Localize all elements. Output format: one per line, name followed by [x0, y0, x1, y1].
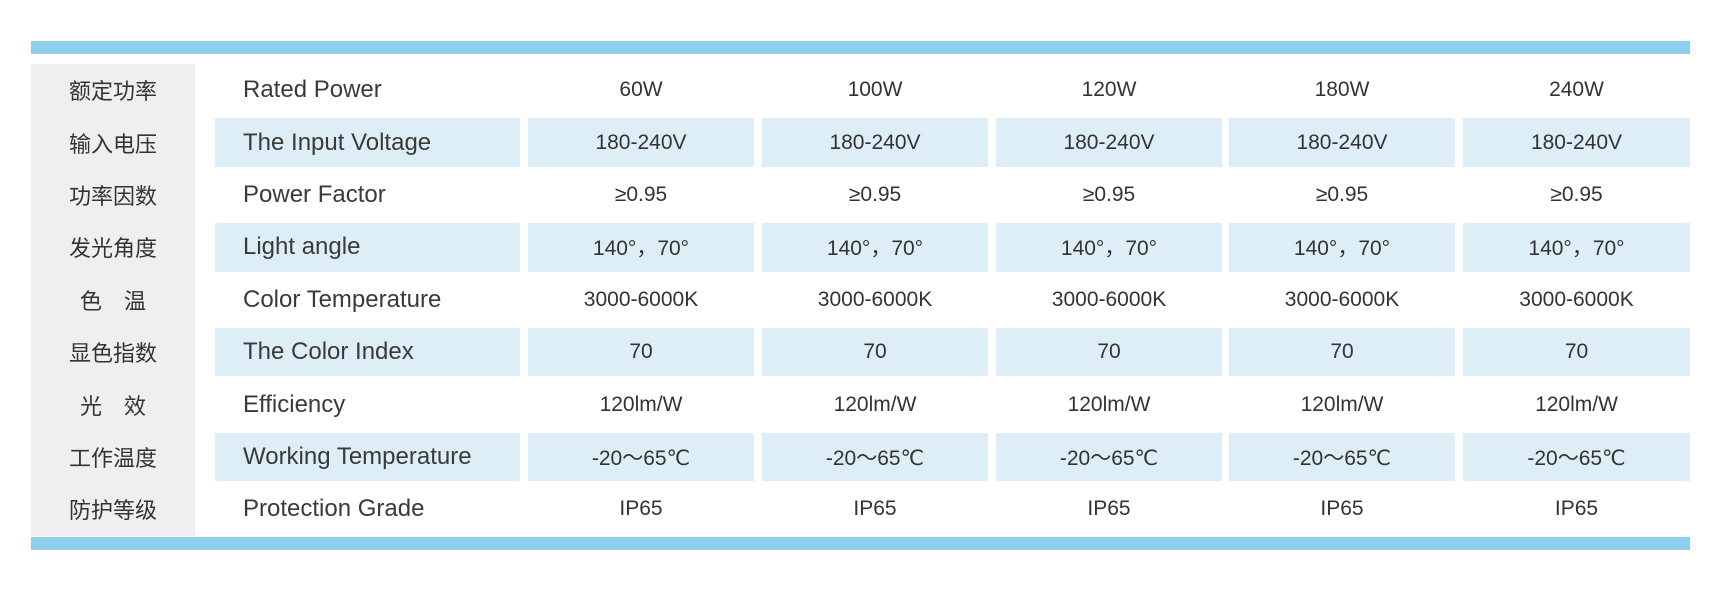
- label-cn: 显色指数: [31, 326, 195, 379]
- value-cell: 120lm/W: [1300, 392, 1384, 416]
- value-cell: 3000-6000K: [583, 287, 699, 311]
- value-cell: 140°，70°: [1463, 223, 1690, 272]
- value-cell: 70: [1229, 328, 1455, 377]
- label-cn: 输入电压: [31, 116, 195, 169]
- label-en: The Input Voltage: [215, 118, 520, 167]
- label-cn: 防护等级: [31, 483, 195, 536]
- value-cell: 180-240V: [1229, 118, 1455, 167]
- value-cell: 3000-6000K: [817, 287, 933, 311]
- label-cn: 色 温: [31, 273, 195, 326]
- top-bar: [31, 41, 1690, 54]
- value-cell: 70: [762, 328, 988, 377]
- value-cell: IP65: [1554, 497, 1599, 521]
- value-cell: 100W: [847, 78, 903, 102]
- value-cell: IP65: [619, 497, 663, 521]
- value-cell: 140°，70°: [528, 223, 754, 272]
- value-cell: 120lm/W: [1067, 392, 1151, 416]
- value-cell: IP65: [1320, 497, 1364, 521]
- value-cell: -20～65℃: [762, 432, 988, 482]
- label-cn: 额定功率: [31, 64, 195, 117]
- value-cell: 3000-6000K: [1051, 287, 1167, 311]
- value-cell: -20～65℃: [1463, 432, 1690, 482]
- label-cn: 工作温度: [31, 430, 195, 484]
- value-cell: 180W: [1314, 78, 1370, 102]
- label-en: Working Temperature: [215, 432, 520, 482]
- bottom-bar: [31, 537, 1690, 550]
- value-cell: 60W: [619, 78, 663, 102]
- value-cell: ≥0.95: [1082, 182, 1136, 206]
- value-cell: IP65: [1087, 497, 1131, 521]
- value-cell: ≥0.95: [1315, 182, 1369, 206]
- label-cn: 功率因数: [31, 168, 195, 222]
- value-cell: IP65: [853, 497, 897, 521]
- value-cell: 120lm/W: [599, 392, 683, 416]
- label-en: Efficiency: [243, 390, 346, 418]
- value-cell: 120W: [1081, 78, 1137, 102]
- value-cell: ≥0.95: [848, 182, 902, 206]
- value-cell: ≥0.95: [1550, 182, 1603, 206]
- value-cell: 180-240V: [1463, 118, 1690, 167]
- label-en: Rated Power: [243, 76, 382, 104]
- label-en: The Color Index: [215, 328, 520, 377]
- value-cell: 240W: [1549, 78, 1604, 102]
- value-cell: 3000-6000K: [1284, 287, 1400, 311]
- value-cell: -20～65℃: [1229, 432, 1455, 482]
- value-cell: 140°，70°: [996, 223, 1222, 272]
- label-en: Color Temperature: [243, 285, 442, 313]
- value-cell: -20～65℃: [528, 432, 754, 482]
- label-en: Light angle: [215, 223, 520, 272]
- label-cn: 发光角度: [31, 221, 195, 274]
- value-cell: 70: [528, 328, 754, 377]
- value-cell: 120lm/W: [833, 392, 917, 416]
- value-cell: 140°，70°: [762, 223, 988, 272]
- value-cell: 180-240V: [996, 118, 1222, 167]
- value-cell: 120lm/W: [1535, 392, 1618, 416]
- value-cell: 70: [1463, 328, 1690, 377]
- value-cell: 140°，70°: [1229, 223, 1455, 272]
- value-cell: 180-240V: [528, 118, 754, 167]
- label-en: Power Factor: [243, 180, 386, 208]
- label-cn: 光 效: [31, 378, 195, 431]
- value-cell: -20～65℃: [996, 432, 1222, 482]
- value-cell: ≥0.95: [614, 182, 668, 206]
- value-cell: 180-240V: [762, 118, 988, 167]
- value-cell: 3000-6000K: [1519, 287, 1634, 311]
- label-en: Protection Grade: [243, 495, 425, 523]
- value-cell: 70: [996, 328, 1222, 377]
